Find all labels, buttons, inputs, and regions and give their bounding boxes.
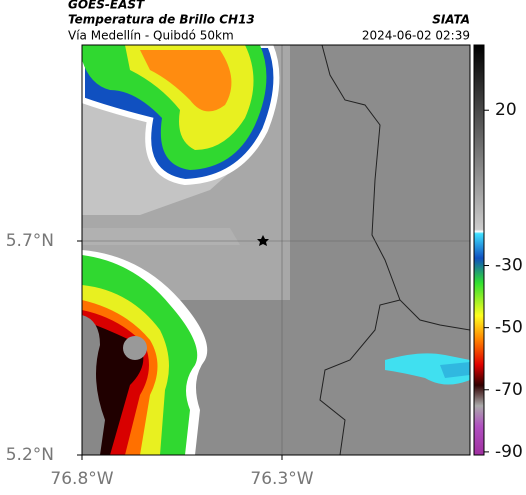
colorbar-tick-label: 20 <box>495 100 517 120</box>
product: Temperatura de Brillo CH13 <box>68 13 255 27</box>
colorbar <box>473 44 485 456</box>
colorbar-tick-label: -30 <box>495 256 523 276</box>
colorbar-tick-label: -70 <box>495 380 523 400</box>
colorbar-tick-label: -90 <box>495 442 523 462</box>
location-marker <box>257 235 269 246</box>
colorbar-tick-label: -50 <box>495 318 523 338</box>
source: GOES-EAST <box>68 0 145 12</box>
route: Vía Medellín - Quibdó 50km <box>68 29 234 43</box>
satellite-image <box>82 45 470 455</box>
datetime: 2024-06-02 02:39 <box>362 29 470 43</box>
map-frame <box>81 44 471 456</box>
x-tick-label: 76.8°W <box>50 469 113 489</box>
y-tick-label: 5.2°N <box>6 445 54 465</box>
y-tick-label: 5.7°N <box>6 231 54 251</box>
x-tick-label: 76.3°W <box>250 469 313 489</box>
agency: SIATA <box>432 13 470 27</box>
